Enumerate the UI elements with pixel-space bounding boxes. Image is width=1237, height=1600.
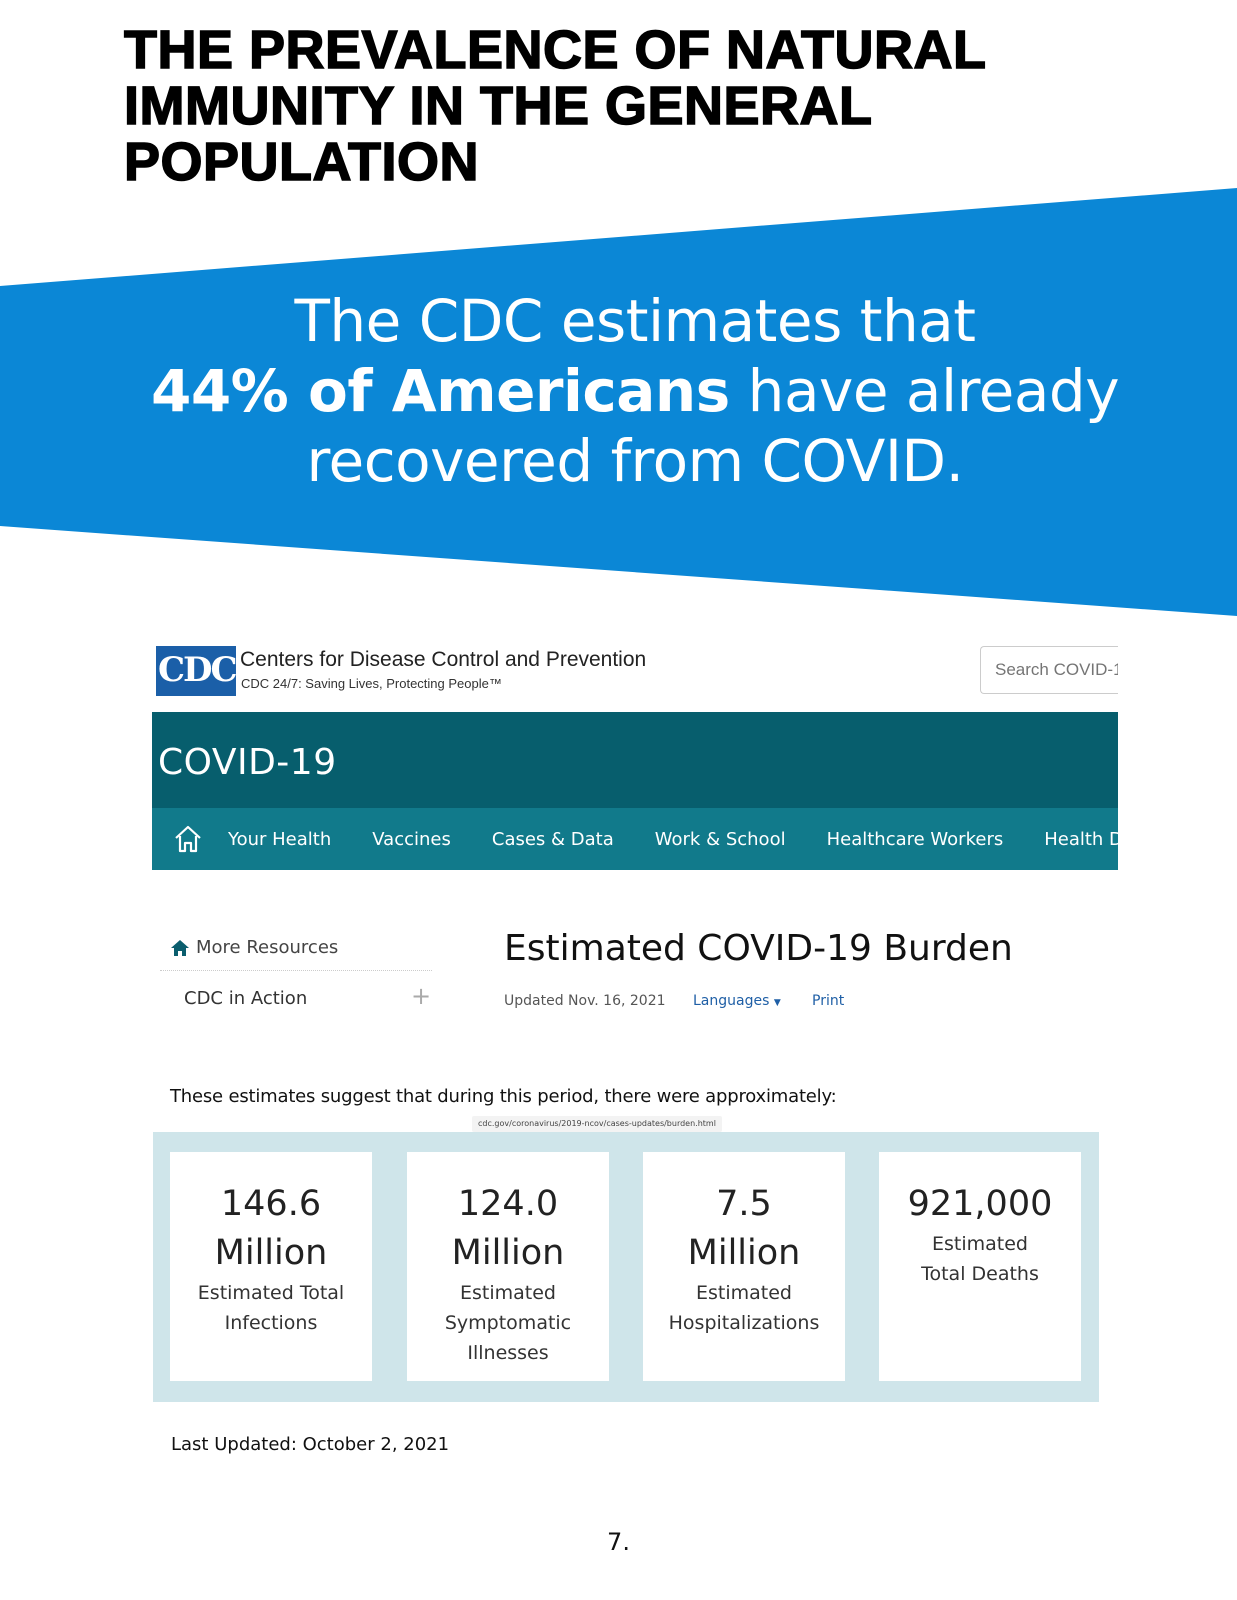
banner-headline: The CDC estimates that 44% of Americans … <box>60 286 1210 496</box>
stat-card-infections: 146.6 Million Estimated Total Infections <box>170 1152 372 1381</box>
nav-vaccines[interactable]: Vaccines <box>372 828 451 850</box>
home-icon <box>175 825 201 853</box>
languages-label: Languages <box>693 993 770 1009</box>
nav-cases-data[interactable]: Cases & Data <box>491 828 614 850</box>
last-updated: Last Updated: October 2, 2021 <box>171 1434 450 1455</box>
updated-date: Updated Nov. 16, 2021 <box>504 993 666 1009</box>
stat-label: Estimated Total Infections <box>197 1282 345 1334</box>
stat-unit: Million <box>451 1233 565 1273</box>
home-button[interactable] <box>172 819 204 859</box>
banner-line-3: recovered from COVID. <box>306 427 964 495</box>
banner-line-2: 44% of Americans have already <box>60 356 1210 426</box>
sidebar-more-resources[interactable]: More Resources <box>170 937 338 958</box>
nav-work-school[interactable]: Work & School <box>654 828 786 850</box>
stat-label: Estimated Total Deaths <box>921 1233 1039 1285</box>
main-nav: Your Health Vaccines Cases & Data Work &… <box>152 808 1118 870</box>
nav-health-departments[interactable]: Health De <box>1044 828 1118 850</box>
nav-your-health[interactable]: Your Health <box>228 828 332 850</box>
estimates-intro: These estimates suggest that during this… <box>170 1086 837 1107</box>
stat-card-illnesses: 124.0 Million Estimated Symptomatic Illn… <box>407 1152 609 1381</box>
sidebar-item-cdc-in-action[interactable]: CDC in Action <box>184 988 308 1009</box>
stat-value: 921,000 <box>907 1184 1053 1224</box>
stats-panel: 146.6 Million Estimated Total Infections… <box>153 1132 1099 1402</box>
stat-value: 124.0 <box>457 1184 559 1224</box>
banner-line-2-rest: have already <box>729 357 1120 425</box>
page-number: 7. <box>607 1528 630 1556</box>
page-title: THE PREVALENCE OF NATURAL IMMUNITY IN TH… <box>123 20 986 192</box>
home-filled-icon <box>171 939 189 956</box>
url-caption: cdc.gov/coronavirus/2019-ncov/cases-upda… <box>472 1116 722 1132</box>
stat-label: Estimated Symptomatic Illnesses <box>444 1282 572 1364</box>
section-header: COVID-19 <box>152 712 1118 808</box>
stat-unit: Million <box>214 1233 328 1273</box>
banner-line-1: The CDC estimates that <box>294 287 976 355</box>
cdc-org-name: Centers for Disease Control and Preventi… <box>240 648 647 671</box>
content-title: Estimated COVID-19 Burden <box>504 928 1013 969</box>
cdc-tagline: CDC 24/7: Saving Lives, Protecting Peopl… <box>241 676 502 691</box>
sidebar-divider <box>160 970 432 971</box>
stat-value: 7.5 <box>716 1184 772 1224</box>
search-input[interactable] <box>980 646 1118 694</box>
stat-value: 146.6 <box>220 1184 322 1224</box>
nav-healthcare-workers[interactable]: Healthcare Workers <box>826 828 1004 850</box>
stat-unit: Million <box>687 1233 801 1273</box>
expand-plus-icon[interactable]: + <box>411 982 432 1010</box>
caret-down-icon: ▼ <box>773 998 781 1008</box>
sidebar-more-label: More Resources <box>196 937 339 958</box>
stat-label: Estimated Hospitalizations <box>668 1282 820 1334</box>
languages-dropdown[interactable]: Languages ▼ <box>693 993 781 1009</box>
print-link[interactable]: Print <box>812 993 845 1009</box>
banner-highlight: 44% of Americans <box>150 357 730 425</box>
section-title[interactable]: COVID-19 <box>158 742 337 783</box>
stat-card-hospitalizations: 7.5 Million Estimated Hospitalizations <box>643 1152 845 1381</box>
stat-card-deaths: 921,000 Estimated Total Deaths <box>879 1152 1081 1381</box>
cdc-logo[interactable]: CDC <box>156 646 238 696</box>
